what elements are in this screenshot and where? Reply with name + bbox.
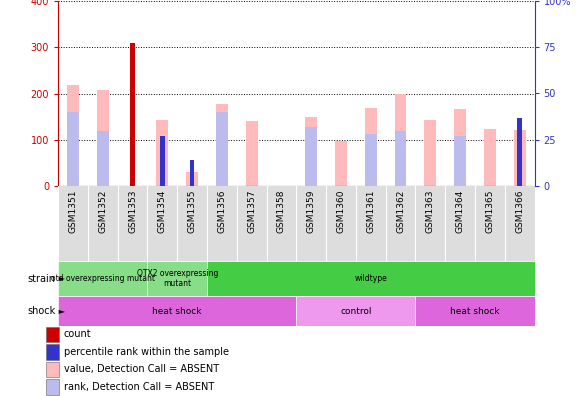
Text: GSM1354: GSM1354	[158, 190, 167, 233]
Bar	[130, 43, 135, 186]
Bar	[305, 127, 317, 186]
Bar	[484, 129, 496, 186]
Bar	[514, 129, 526, 186]
Bar	[216, 112, 228, 186]
Bar	[424, 120, 436, 186]
Text: otd overexpressing mutant: otd overexpressing mutant	[51, 274, 155, 283]
Text: shock: shock	[27, 306, 55, 316]
Text: wildtype: wildtype	[354, 274, 387, 283]
Text: OTX2 overexpressing
mutant: OTX2 overexpressing mutant	[137, 269, 218, 288]
Text: ►: ►	[56, 274, 65, 283]
Text: GSM1351: GSM1351	[69, 190, 77, 233]
Text: GSM1352: GSM1352	[98, 190, 107, 233]
Bar	[415, 296, 535, 326]
Text: GSM1362: GSM1362	[396, 190, 405, 233]
Text: GSM1360: GSM1360	[336, 190, 346, 233]
Text: heat shock: heat shock	[152, 307, 202, 316]
Text: GSM1361: GSM1361	[366, 190, 375, 233]
Bar	[67, 112, 79, 186]
Bar	[160, 136, 164, 186]
Bar	[46, 327, 59, 342]
Text: GSM1353: GSM1353	[128, 190, 137, 233]
Text: GSM1363: GSM1363	[426, 190, 435, 233]
Bar	[58, 261, 148, 296]
Text: GSM1366: GSM1366	[515, 190, 524, 233]
Bar	[186, 172, 198, 186]
Bar	[97, 90, 109, 186]
Bar	[58, 296, 296, 326]
Bar	[518, 118, 522, 186]
Bar	[394, 131, 407, 186]
Bar	[46, 344, 59, 360]
Bar	[156, 120, 168, 186]
Bar	[335, 141, 347, 186]
Text: GSM1357: GSM1357	[247, 190, 256, 233]
Bar	[454, 109, 466, 186]
Bar	[67, 85, 79, 186]
Text: GSM1355: GSM1355	[188, 190, 196, 233]
Bar	[365, 134, 376, 186]
Text: value, Detection Call = ABSENT: value, Detection Call = ABSENT	[64, 364, 219, 374]
Bar	[246, 121, 257, 186]
Text: heat shock: heat shock	[450, 307, 500, 316]
Text: GSM1356: GSM1356	[217, 190, 227, 233]
Bar	[148, 261, 207, 296]
Text: percentile rank within the sample: percentile rank within the sample	[64, 347, 229, 357]
Bar	[46, 379, 59, 394]
Text: GSM1358: GSM1358	[277, 190, 286, 233]
Text: count: count	[64, 329, 92, 339]
Bar	[305, 117, 317, 186]
Bar	[190, 160, 194, 186]
Bar	[216, 104, 228, 186]
Text: strain: strain	[27, 274, 55, 284]
Bar	[394, 93, 407, 186]
Text: rank, Detection Call = ABSENT: rank, Detection Call = ABSENT	[64, 382, 214, 392]
Bar	[207, 261, 535, 296]
Bar	[454, 136, 466, 186]
Bar	[46, 362, 59, 377]
Text: GSM1359: GSM1359	[307, 190, 315, 233]
Bar	[130, 108, 135, 186]
Text: control: control	[340, 307, 372, 316]
Text: GSM1364: GSM1364	[456, 190, 465, 233]
Bar	[97, 131, 109, 186]
Text: GSM1365: GSM1365	[485, 190, 494, 233]
Bar	[365, 108, 376, 186]
Text: ►: ►	[56, 307, 65, 316]
Bar	[296, 296, 415, 326]
